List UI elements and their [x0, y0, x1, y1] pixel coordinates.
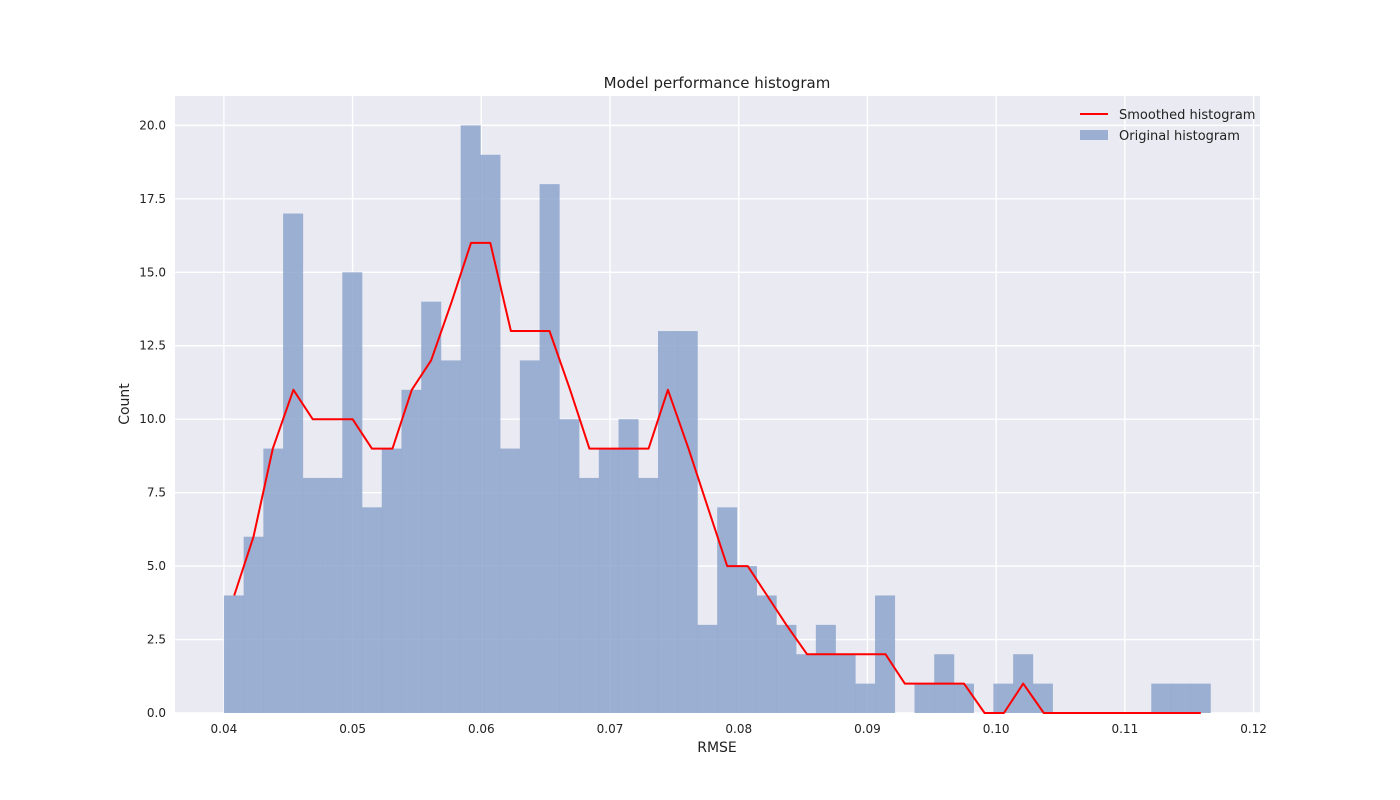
y-tick-label: 20.0 [139, 118, 166, 132]
x-tick-labels: 0.04 0.05 0.06 0.07 0.08 0.09 0.10 0.11 0.12 [211, 722, 1267, 736]
histogram-bar [914, 683, 935, 713]
histogram-bar [776, 624, 797, 713]
x-tick-label: 0.10 [983, 722, 1010, 736]
y-tick-label: 15.0 [139, 265, 166, 279]
y-tick-label: 5.0 [147, 559, 166, 573]
legend-label-original-histogram: Original histogram [1119, 129, 1240, 144]
histogram-bar [263, 448, 284, 713]
x-tick-label: 0.12 [1240, 722, 1267, 736]
histogram-bar [756, 595, 777, 713]
y-tick-label: 7.5 [147, 486, 166, 500]
histogram-bar [717, 507, 738, 713]
x-tick-label: 0.08 [725, 722, 752, 736]
smoothed-histogram-line [233, 241, 1201, 714]
y-tick-label: 17.5 [139, 192, 166, 206]
chart-title: Model performance histogram [604, 74, 831, 92]
legend-label-smoothed-histogram: Smoothed histogram [1119, 108, 1255, 123]
x-tick-label: 0.06 [468, 722, 495, 736]
y-tick-label: 12.5 [139, 339, 166, 353]
histogram-bar [736, 566, 757, 713]
histogram-bar [401, 389, 422, 713]
y-tick-label: 10.0 [139, 412, 166, 426]
histogram-bar [381, 448, 402, 713]
histogram-bar [657, 331, 679, 713]
x-tick-label: 0.05 [339, 722, 366, 736]
histogram-bar [796, 654, 817, 713]
histogram-bar [559, 419, 580, 713]
histogram-bar [302, 477, 323, 713]
histogram-bar [1190, 683, 1211, 713]
histogram-bar [835, 654, 856, 713]
histogram-bar [993, 683, 1014, 713]
smoothed-line-layer [233, 241, 1201, 714]
y-tick-labels: 0.0 2.5 5.0 7.5 10.0 12.5 15.0 17.5 20.0 [139, 118, 166, 720]
legend: Smoothed histogram Original histogram [1080, 108, 1255, 144]
histogram-bar [440, 360, 461, 713]
histogram-bar [223, 595, 244, 713]
histogram-bar [322, 477, 343, 713]
histogram-bar [1151, 683, 1172, 713]
histogram-bar [500, 448, 521, 713]
histogram-bar [342, 272, 363, 713]
histogram-bar [519, 360, 540, 713]
histogram-bar [697, 624, 718, 713]
histogram-bar [1170, 683, 1192, 713]
histogram-bar [421, 301, 442, 713]
x-axis-label: RMSE [697, 740, 737, 756]
histogram-bar [638, 477, 659, 713]
histogram-bar [539, 184, 560, 714]
histogram-bar [243, 536, 264, 713]
histogram-bar [362, 507, 383, 713]
legend-swatch-original-histogram [1080, 130, 1108, 140]
histogram-bar [283, 213, 304, 713]
histogram-bar [953, 683, 974, 713]
x-tick-label: 0.11 [1111, 722, 1138, 736]
histogram-bar [1032, 683, 1053, 713]
histogram-bar [677, 331, 698, 713]
histogram-bar [480, 154, 501, 713]
y-tick-label: 2.5 [147, 633, 166, 647]
histogram-bar [579, 477, 600, 713]
x-tick-label: 0.09 [854, 722, 881, 736]
histogram-bars [223, 125, 1211, 714]
y-tick-label: 0.0 [147, 706, 166, 720]
x-tick-label: 0.07 [597, 722, 624, 736]
histogram-bar [815, 624, 836, 713]
histogram-bar [618, 419, 639, 713]
histogram-bar [460, 125, 481, 713]
histogram-bar [598, 448, 619, 713]
histogram-bar [855, 683, 876, 713]
x-tick-label: 0.04 [211, 722, 238, 736]
y-axis-label: Count [117, 383, 133, 425]
